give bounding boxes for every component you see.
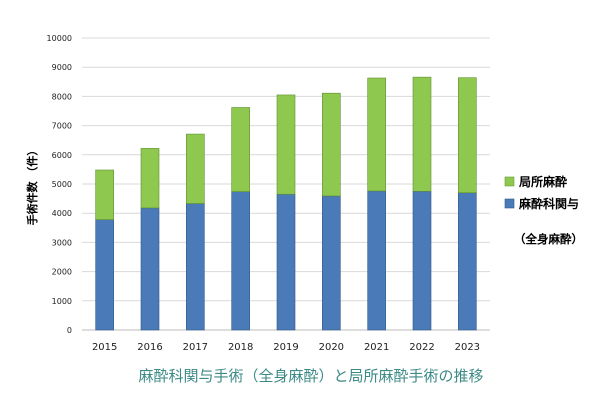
bar-anesthesia	[96, 220, 114, 330]
legend-swatch-anesthesia	[505, 199, 514, 208]
bar-local	[368, 78, 386, 191]
bar-anesthesia	[141, 208, 159, 330]
x-tick-label: 2019	[273, 342, 298, 353]
y-tick-label: 8000	[52, 92, 72, 101]
y-tick-label: 4000	[52, 209, 72, 218]
bar-local	[277, 95, 295, 194]
y-tick-label: 6000	[52, 151, 72, 160]
bar-anesthesia	[368, 191, 386, 330]
bar-local	[186, 134, 204, 203]
y-tick-label: 3000	[52, 238, 72, 247]
y-tick-label: 10000	[47, 34, 72, 43]
x-tick-label: 2016	[137, 342, 162, 353]
legend-note: （全身麻酔）	[514, 232, 583, 246]
x-axis-ticks: 2015 2016 2017 2018 2019 2020 2021 2022 2023	[92, 342, 480, 353]
bar-local	[232, 107, 250, 191]
legend: 局所麻酔 麻酔科関与 （全身麻酔）	[505, 174, 583, 246]
legend-label-local: 局所麻酔	[519, 174, 567, 189]
x-tick-label: 2018	[228, 342, 253, 353]
bar-anesthesia	[277, 194, 295, 330]
y-tick-label: 7000	[52, 122, 72, 131]
y-tick-label: 5000	[52, 180, 72, 189]
bar-anesthesia	[413, 191, 431, 330]
x-tick-label: 2023	[455, 342, 480, 353]
bar-anesthesia	[322, 196, 340, 330]
y-tick-label: 2000	[52, 268, 72, 277]
x-tick-label: 2022	[409, 342, 434, 353]
y-tick-label: 1000	[52, 297, 72, 306]
y-tick-label: 0	[67, 326, 72, 335]
x-tick-label: 2017	[183, 342, 208, 353]
x-tick-label: 2020	[319, 342, 344, 353]
y-tick-label: 9000	[52, 63, 72, 72]
bar-local	[413, 77, 431, 191]
bar-local	[458, 78, 476, 193]
bar-anesthesia	[458, 193, 476, 330]
y-axis-label: 手術件数 （件）	[25, 145, 39, 226]
chart-caption: 麻酔科関与手術（全身麻酔）と局所麻酔手術の推移	[138, 367, 483, 385]
bar-local	[141, 148, 159, 208]
y-axis-ticks: 0 1000 2000 3000 4000 5000 6000 7000 8000 9000 100…	[47, 34, 72, 335]
legend-label-anesthesia: 麻酔科関与	[518, 196, 579, 211]
bar-anesthesia	[186, 204, 204, 330]
bar-local	[96, 170, 114, 220]
x-tick-label: 2021	[364, 342, 389, 353]
x-tick-label: 2015	[92, 342, 117, 353]
bars	[96, 77, 477, 330]
legend-swatch-local	[505, 177, 514, 186]
bar-anesthesia	[232, 192, 250, 330]
bar-local	[322, 93, 340, 196]
